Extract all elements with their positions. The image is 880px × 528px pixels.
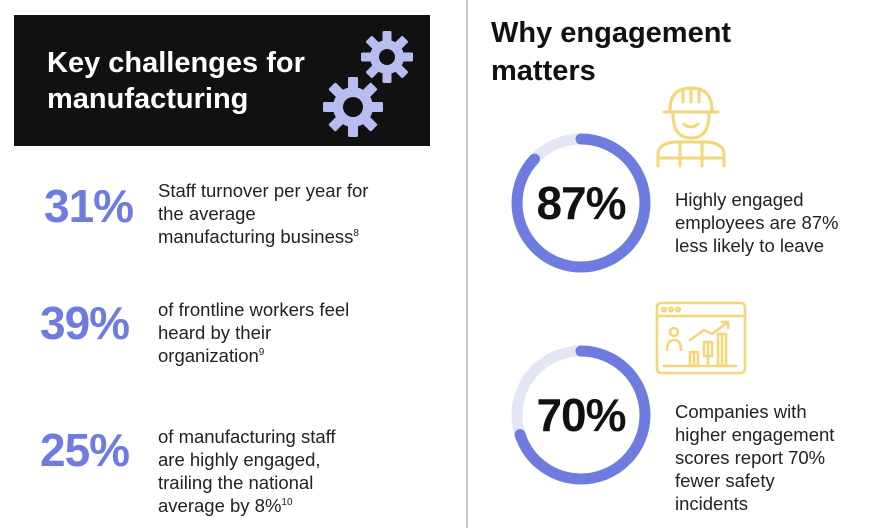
- worker-icon: [656, 86, 726, 168]
- stat-description: of frontline workers feel heard by their…: [158, 298, 428, 367]
- stat-heard: 39% of frontline workers feel heard by t…: [0, 296, 440, 376]
- ring-desc-line: incidents: [675, 493, 749, 514]
- stat-turnover: 31% Staff turnover per year for the aver…: [0, 175, 440, 255]
- ring-desc-line: higher engagement: [675, 424, 835, 445]
- ring-description: Companies with higher engagement scores …: [675, 400, 875, 515]
- gear-icon: [323, 77, 383, 137]
- stat-line: of manufacturing staff: [158, 426, 336, 447]
- stat-description: of manufacturing staff are highly engage…: [158, 425, 428, 517]
- column-divider: [466, 0, 468, 528]
- stat-line: the average: [158, 203, 256, 224]
- stat-line-text: average by 8%: [158, 495, 282, 516]
- stat-line-text: manufacturing business: [158, 226, 354, 247]
- stat-line: of frontline workers feel: [158, 299, 350, 320]
- ring-description: Highly engaged employees are 87% less li…: [675, 188, 875, 257]
- stat-description: Staff turnover per year for the average …: [158, 179, 428, 248]
- gear-icon: [361, 31, 413, 83]
- title-line-2: manufacturing: [47, 83, 249, 115]
- ring-desc-line: employees are 87%: [675, 212, 839, 233]
- stat-engaged: 25% of manufacturing staff are highly en…: [0, 425, 440, 525]
- ring-desc-line: scores report 70%: [675, 447, 826, 468]
- stat-line: heard by their: [158, 322, 272, 343]
- title-line-1: Key challenges for: [47, 47, 305, 79]
- challenges-header: Key challenges for manufacturing: [14, 15, 430, 146]
- stat-line: trailing the national: [158, 472, 314, 493]
- ring-desc-line: Companies with: [675, 401, 807, 422]
- stat-value: 25%: [40, 424, 130, 476]
- footnote-ref: 8: [353, 227, 359, 239]
- stat-line: are highly engaged,: [158, 449, 321, 470]
- footnote-ref: 10: [281, 496, 293, 508]
- title-line-1: Why engagement: [491, 17, 732, 49]
- stat-value: 31%: [44, 180, 134, 232]
- stat-line: manufacturing business8: [158, 225, 428, 248]
- title-line-2: matters: [491, 55, 596, 87]
- stat-line-text: organization: [158, 345, 259, 366]
- ring-desc-line: fewer safety: [675, 470, 775, 491]
- footnote-ref: 9: [258, 346, 265, 358]
- stat-line: average by 8%10: [158, 494, 428, 517]
- ring-progress: [511, 345, 651, 485]
- ring-value: 70%: [536, 389, 626, 441]
- safety-ring: [511, 345, 651, 485]
- stat-line: organization9: [158, 344, 428, 367]
- ring-desc-line: Highly engaged: [675, 189, 804, 210]
- engagement-title: Why engagement matters: [491, 14, 791, 90]
- ring-progress: [511, 133, 651, 273]
- ring-desc-line: less likely to leave: [675, 235, 825, 256]
- engagement-ring: [511, 133, 651, 273]
- challenges-title: Key challenges for manufacturing: [47, 45, 347, 117]
- ring-value: 87%: [536, 177, 626, 229]
- dashboard-chart-icon: [655, 301, 747, 375]
- stat-line: Staff turnover per year for: [158, 180, 369, 201]
- stat-value: 39%: [40, 297, 130, 349]
